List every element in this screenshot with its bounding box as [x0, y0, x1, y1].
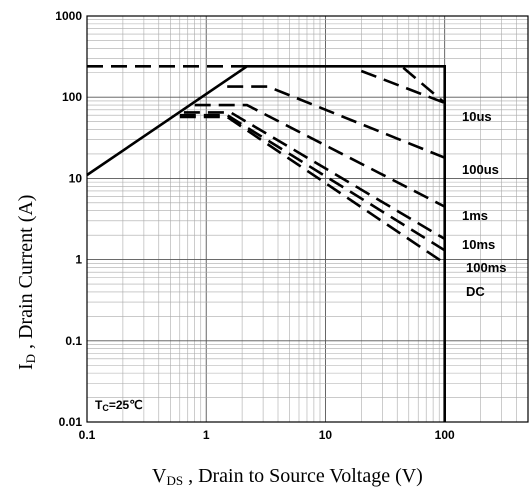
y-tick-label: 1000 — [55, 9, 82, 23]
x-tick-label: 10 — [319, 428, 333, 442]
x-axis-title: VDS , Drain to Source Voltage (V) — [152, 465, 423, 488]
curve-label-10ms: 10ms — [462, 237, 495, 252]
curve-label-100us: 100us — [462, 162, 499, 177]
y-tick-label: 0.1 — [65, 334, 82, 348]
x-tick-label: 1 — [203, 428, 210, 442]
curve-label-dc: DC — [466, 284, 485, 299]
soa-boundary-line — [86, 65, 446, 422]
y-tick-label: 100 — [62, 90, 82, 104]
soa-dashed-curve — [194, 103, 446, 208]
x-tick-label: 0.1 — [79, 428, 96, 442]
curve-label-1ms: 1ms — [462, 208, 488, 223]
y-tick-label: 0.01 — [59, 415, 83, 429]
curve-label-10us: 10us — [462, 109, 492, 124]
y-tick-label: 10 — [69, 171, 83, 185]
soa-dashed-curve — [360, 69, 446, 105]
y-tick-label: 1 — [75, 253, 82, 267]
soa-dashed-curve — [179, 113, 446, 252]
soa-dashed-curve — [402, 66, 446, 104]
x-tick-label: 100 — [435, 428, 455, 442]
curve-label-100ms: 100ms — [466, 260, 506, 275]
y-axis-title: ID , Drain Current (A) — [15, 195, 38, 370]
grid — [86, 16, 529, 423]
soa-dashed-curve — [183, 111, 446, 241]
temperature-note: TC=25℃ — [95, 398, 143, 413]
curve-labels: 10us 100us 1ms 10ms 100ms DC — [462, 109, 506, 299]
series-group — [86, 65, 446, 422]
soa-dashed-curve — [227, 85, 446, 159]
soa-dashed-curve — [179, 115, 446, 265]
plot-frame — [86, 15, 529, 423]
